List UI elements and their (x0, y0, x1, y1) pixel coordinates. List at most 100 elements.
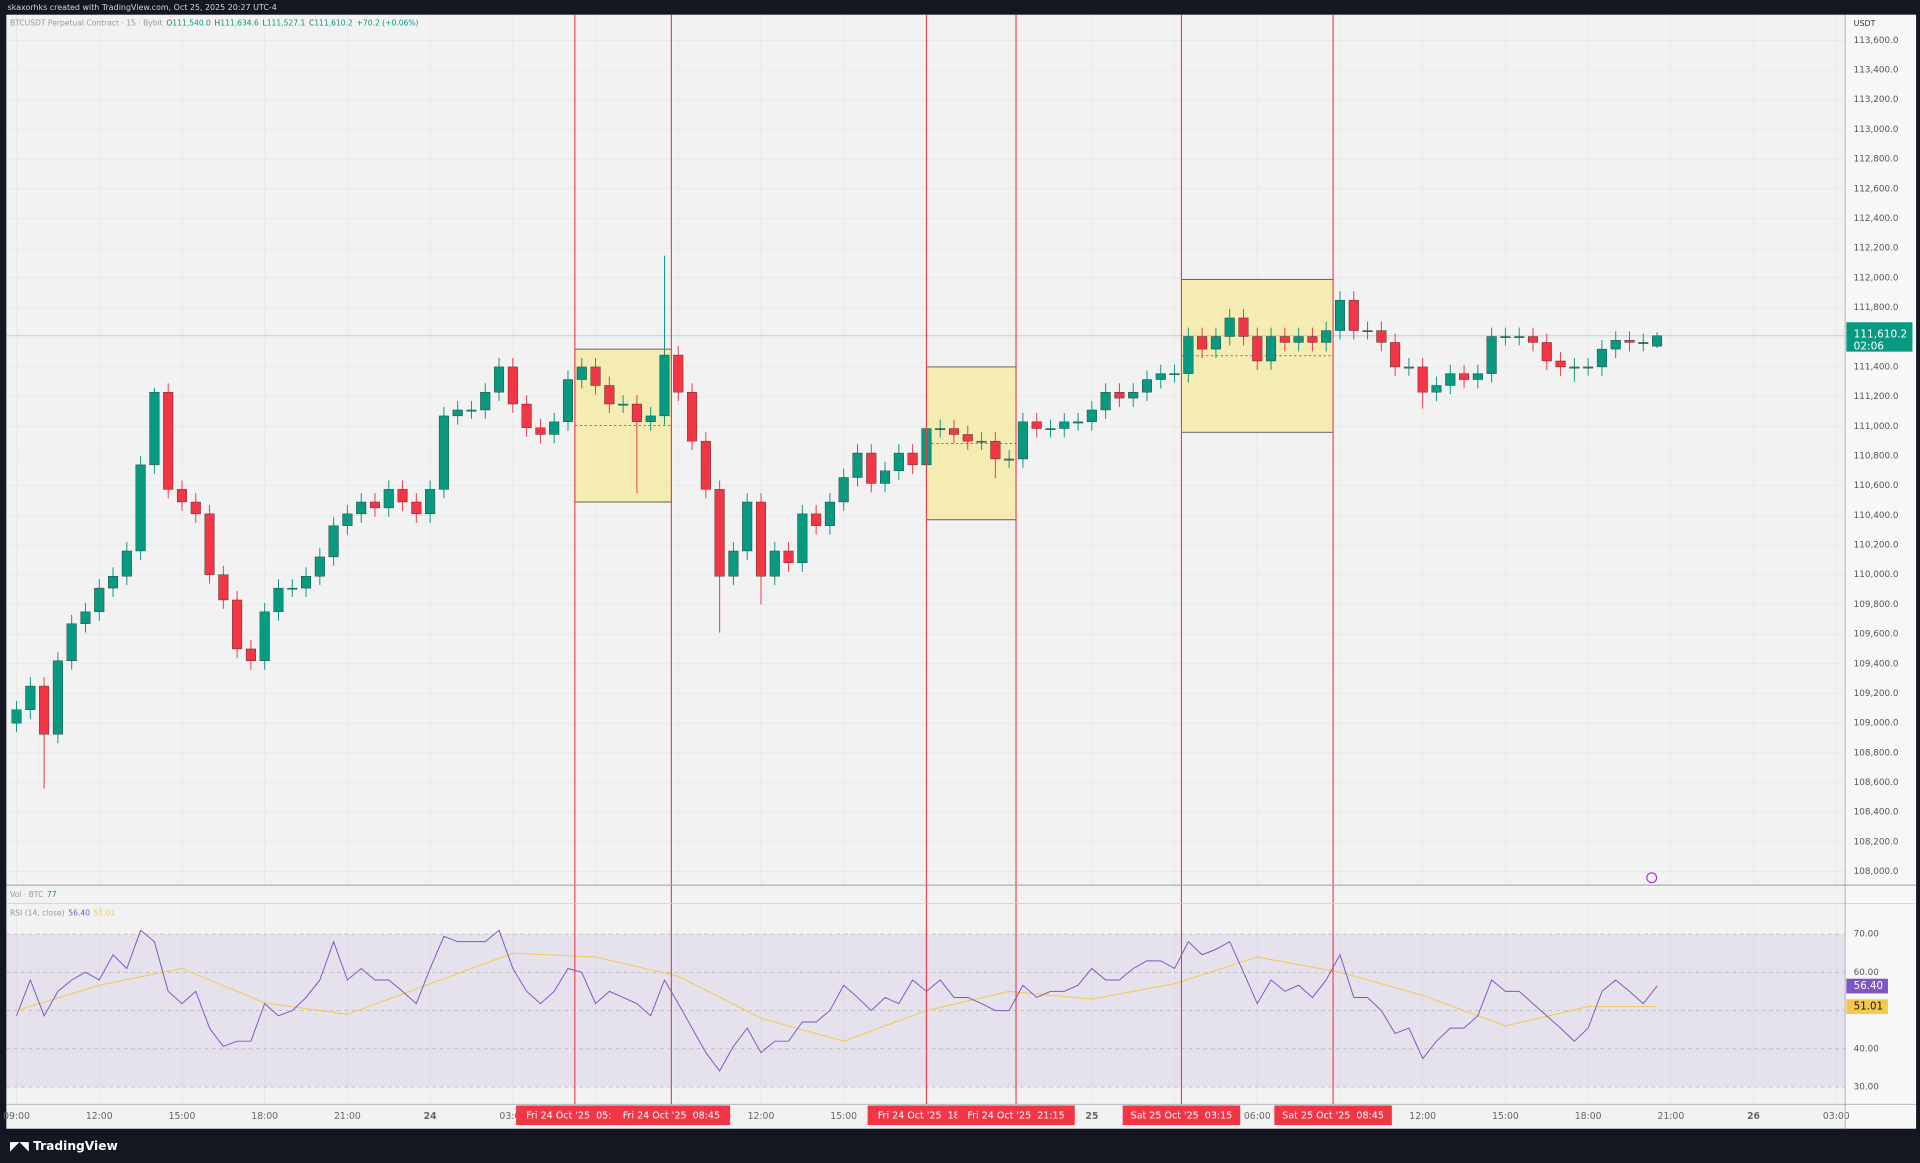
candle-body (990, 440, 1001, 460)
candle-body (121, 550, 132, 577)
marker-label: Fri 24 Oct '25 21:15 (967, 1110, 1064, 1121)
marker-label: Sat 25 Oct '25 03:15 (1131, 1110, 1233, 1121)
candle-body (176, 489, 187, 503)
candle-body (480, 391, 491, 411)
legend-value: 111,634.6 (220, 18, 259, 27)
candle-body (1197, 336, 1208, 350)
legend-value: 111,610.2 (314, 18, 353, 27)
candle-body (383, 489, 394, 509)
candle-body (866, 452, 877, 484)
candle-body (1169, 373, 1180, 376)
ma-legend-value: 51.01 (94, 908, 116, 917)
candle-body (604, 385, 615, 405)
y-tick-label: 112,800.0 (1854, 155, 1899, 165)
x-tick-label: 06:00 (1244, 1111, 1271, 1122)
y-tick-label: 110,400.0 (1854, 511, 1899, 521)
x-tick-label: 18:00 (1575, 1111, 1602, 1122)
legend: BTCUSDT Perpetual Contract · 15 · Bybit O… (10, 18, 419, 27)
x-tick-label: 09:00 (3, 1111, 30, 1122)
candle-body (52, 660, 63, 735)
volume-legend: Vol · BTC 77 (10, 890, 57, 899)
candle-body (659, 354, 670, 417)
candle-body (328, 525, 339, 558)
candle-body (1638, 342, 1649, 344)
x-tick-label: 03:00 (499, 1111, 526, 1122)
candle-body (1596, 348, 1607, 368)
y-tick-label: 109,000.0 (1854, 719, 1899, 729)
legend-key: O (166, 18, 172, 27)
candle-body (1128, 391, 1139, 399)
candle-body (1472, 373, 1483, 380)
candle-body (507, 366, 518, 405)
candle-body (907, 452, 918, 466)
candle-body (1045, 428, 1056, 430)
last-price-label: 111,610.2 (1854, 328, 1908, 340)
candle-body (135, 464, 146, 552)
candle-body (714, 489, 725, 577)
candle-body (1459, 373, 1470, 380)
candle-body (1431, 385, 1442, 393)
candle-body (438, 415, 449, 490)
volume-value: 77 (47, 890, 57, 899)
rsi-value-box (1846, 978, 1888, 994)
candle-body (1624, 340, 1635, 343)
x-tick-label: 12:00 (86, 1111, 113, 1122)
candle-body (39, 685, 50, 735)
alert-icon[interactable] (1646, 872, 1658, 884)
candle-body (1652, 335, 1663, 347)
candle-body (1362, 330, 1373, 332)
candle-body (893, 452, 904, 472)
candle-body (1500, 336, 1511, 338)
y-tick-label: 110,800.0 (1854, 451, 1899, 461)
candle-body (466, 409, 477, 412)
candle-body (1610, 340, 1621, 350)
candle-body (452, 409, 463, 417)
rsi-tick-label: 70.00 (1854, 930, 1880, 940)
candle-body (287, 587, 298, 590)
candle-body (728, 550, 739, 577)
candle-body (1114, 391, 1125, 399)
candle-body (273, 587, 284, 613)
rsi-label: RSI (14, close) (10, 908, 65, 917)
candle-body (1555, 360, 1566, 368)
y-tick-label: 109,600.0 (1854, 630, 1899, 640)
candle-body (880, 470, 891, 484)
candle-body (108, 576, 119, 589)
x-tick-label: 24 (424, 1111, 437, 1122)
candle-body (190, 501, 201, 515)
candle-body (494, 366, 505, 393)
candle-body (976, 440, 987, 443)
legend-value: 111,540.0 (172, 18, 211, 27)
candle-body (562, 379, 573, 423)
candle-body (811, 513, 822, 526)
candle-body (342, 513, 353, 526)
candle-body (590, 366, 601, 386)
candle-body (66, 623, 77, 662)
ma-value-label: 51.01 (1854, 1001, 1883, 1013)
marker-label: Fri 24 Oct '25 18:00 (878, 1110, 975, 1121)
candle-body (245, 648, 256, 662)
candle-body (645, 415, 656, 423)
candle-body (94, 587, 105, 613)
x-tick-label: 21:00 (334, 1111, 361, 1122)
zone (574, 348, 672, 503)
candle-body (356, 501, 367, 515)
candle-body (314, 556, 325, 577)
candle-body (1100, 391, 1111, 411)
marker-label-box (1274, 1105, 1392, 1126)
legend-change: +70.2 (+0.06%) (357, 18, 419, 27)
candle-body (397, 489, 408, 503)
legend-value: 111,527.1 (267, 18, 306, 27)
y-tick-label: 109,400.0 (1854, 659, 1899, 669)
candle-body (742, 501, 753, 552)
y-tick-label: 110,600.0 (1854, 481, 1899, 491)
candle-body (1073, 421, 1084, 424)
y-tick-label: 109,200.0 (1854, 689, 1899, 699)
candle-body (1348, 299, 1359, 331)
y-tick-label: 113,600.0 (1854, 36, 1899, 46)
y-tick-label: 112,600.0 (1854, 184, 1899, 194)
y-tick-label: 113,000.0 (1854, 125, 1899, 135)
rsi-legend-value: 56.40 (68, 908, 90, 917)
